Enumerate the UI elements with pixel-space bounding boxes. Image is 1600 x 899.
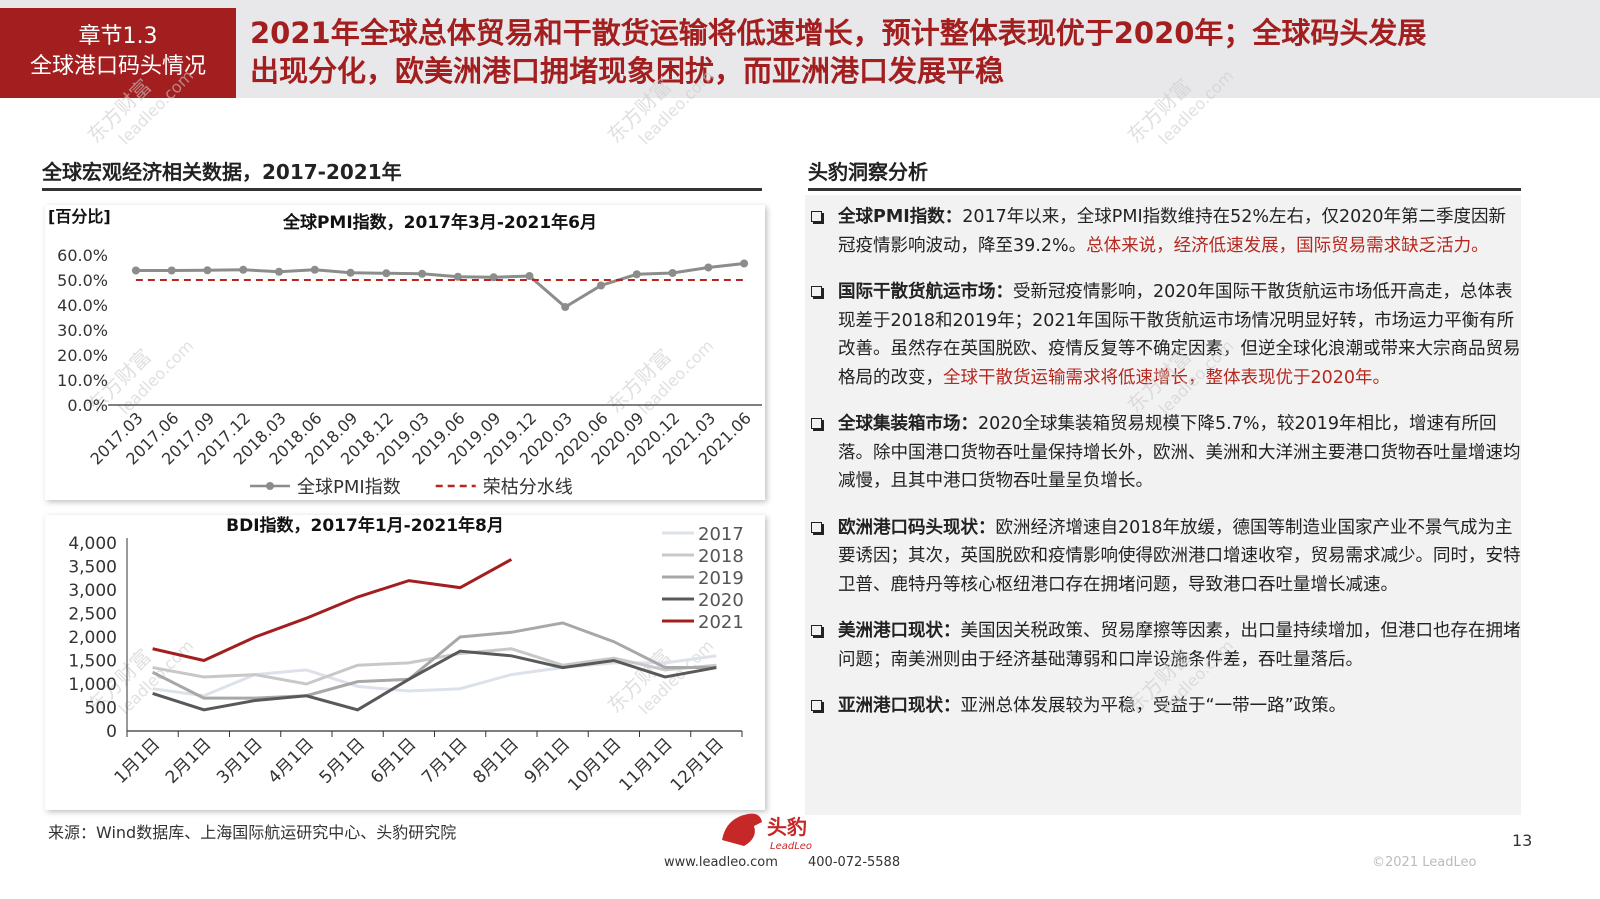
y-tick-label: 30.0% xyxy=(57,321,108,340)
y-tick-label: 20.0% xyxy=(57,346,108,365)
insight-item: 国际干散货航运市场：受新冠疫情影响，2020年国际干散货航运市场低开高走，总体表… xyxy=(808,278,1523,392)
chart-title: BDI指数，2017年1月-2021年8月 xyxy=(226,515,504,536)
slide-title: 2021年全球总体贸易和干散货运输将低速增长，预计整体表现优于2020年；全球码… xyxy=(250,14,1426,90)
insight-heading: 全球集装箱市场： xyxy=(838,414,978,434)
legend-label: 荣枯分水线 xyxy=(483,477,573,498)
y-tick-label: 50.0% xyxy=(57,271,108,290)
phone: 400-072-5588 xyxy=(808,855,900,870)
logo-en: LeadLeo xyxy=(770,841,812,852)
point-marker xyxy=(525,272,534,280)
insight-item: 全球集装箱市场：2020全球集装箱贸易规模下降5.7%，较2019年相比，增速有… xyxy=(808,410,1523,496)
header-bar xyxy=(0,0,1600,98)
source-note: 来源：Wind数据库、上海国际航运研究中心、头豹研究院 xyxy=(48,823,456,842)
point-marker xyxy=(382,269,391,278)
legend-label: 2019 xyxy=(698,568,744,589)
insight-panel xyxy=(805,195,1521,815)
point-marker xyxy=(668,269,677,277)
y-tick-label: 3,500 xyxy=(68,558,117,578)
insight-text: 受新冠疫情影响，2020年国际干散货航运市场低开高走，总体表现差于2018和20… xyxy=(838,282,1521,388)
point-marker xyxy=(131,266,140,275)
y-tick-label: 2,000 xyxy=(68,628,117,648)
point-marker xyxy=(740,259,749,268)
series-line xyxy=(135,262,745,309)
legend-label: 2017 xyxy=(698,524,744,545)
page-number: 13 xyxy=(1512,831,1532,850)
point-marker xyxy=(275,267,283,276)
chart-frame xyxy=(45,205,765,500)
insight-item: 欧洲港口码头现状：欧洲经济增速自2018年放缓，德国等制造业国家产业不景气成为主… xyxy=(808,514,1523,600)
insight-highlight: 总体来说，经济低速发展，国际贸易需求缺乏活力。 xyxy=(1086,235,1489,256)
logo-text: 头豹 xyxy=(767,815,807,839)
series-line xyxy=(151,621,717,700)
insight-text: 欧洲经济增速自2018年放缓，德国等制造业国家产业不景气成为主要诱因；其次，英国… xyxy=(838,517,1521,595)
insight-item: 亚洲港口现状：亚洲总体发展较为平稳，受益于“一带一路”政策。 xyxy=(808,692,1523,721)
left-title: 全球宏观经济相关数据，2017-2021年 xyxy=(42,160,402,184)
y-tick-label: 0 xyxy=(106,722,117,742)
insight-heading: 美洲港口现状： xyxy=(838,621,961,641)
legend-label: 2020 xyxy=(698,590,744,611)
section-box: 章节1.3 全球港口码头情况 xyxy=(0,8,236,98)
title-line: 2021年全球总体贸易和干散货运输将低速增长，预计整体表现优于2020年；全球码… xyxy=(250,16,1427,50)
section-name: 全球港口码头情况 xyxy=(29,54,206,79)
insight-item: 全球PMI指数：2017年以来，全球PMI指数维持在52%左右，仅2020年第二… xyxy=(808,203,1523,260)
y-tick-label: 4,000 xyxy=(68,534,117,554)
right-rule xyxy=(808,188,1521,191)
left-rule xyxy=(42,188,762,191)
series-line xyxy=(152,649,717,712)
legend-marker xyxy=(266,482,274,490)
point-marker xyxy=(704,263,713,272)
y-tick-label: 10.0% xyxy=(57,371,108,390)
website: www.leadleo.com xyxy=(664,855,778,870)
title-line: 出现分化，欧美洲港口拥堵现象困扰，而亚洲港口发展平稳 xyxy=(250,54,1005,88)
y-tick-label: 60.0% xyxy=(57,246,108,265)
y-tick-label: 3,000 xyxy=(68,581,117,601)
insight-highlight: 全球干散货运输需求将低速增长，整体表现优于2020年。 xyxy=(943,367,1391,388)
series-line xyxy=(152,558,513,663)
y-tick-label: 1,000 xyxy=(68,675,117,695)
y-tick-label: 500 xyxy=(85,699,117,719)
y-tick-label: 2,500 xyxy=(68,605,117,625)
section-number: 章节1.3 xyxy=(78,24,158,49)
insight-heading: 欧洲港口码头现状： xyxy=(838,517,996,538)
logo-icon xyxy=(722,813,762,846)
legend-label: 全球PMI指数 xyxy=(297,477,401,498)
y-tick-label: 0.0% xyxy=(67,396,108,415)
point-marker xyxy=(597,281,605,290)
right-title: 头豹洞察分析 xyxy=(808,160,928,184)
copyright: ©2021 LeadLeo xyxy=(1372,855,1476,870)
insight-item: 美洲港口现状：美国因关税政策、贸易摩擦等因素，出口量持续增加，但港口也存在拥堵问… xyxy=(808,617,1523,674)
point-marker xyxy=(632,270,641,279)
insight-heading: 全球PMI指数： xyxy=(838,207,963,227)
point-marker xyxy=(489,273,498,282)
point-marker xyxy=(203,266,212,275)
insight-text: 亚洲总体发展较为平稳，受益于“一带一路”政策。 xyxy=(960,696,1347,716)
legend-label: 2018 xyxy=(698,546,744,567)
insight-text: 美国因关税政策、贸易摩擦等因素，出口量持续增加，但港口也存在拥堵问题；南美洲则由… xyxy=(838,621,1521,670)
insight-heading: 国际干散货航运市场： xyxy=(838,282,1013,302)
point-marker xyxy=(167,266,176,275)
point-marker xyxy=(239,265,248,274)
insight-text: 2017年以来，全球PMI指数维持在52%左右，仅2020年第二季度因新冠疫情影… xyxy=(838,207,1507,256)
point-marker xyxy=(346,268,355,277)
insight-heading: 亚洲港口现状： xyxy=(838,696,961,716)
y-tick-label: 1,500 xyxy=(68,652,117,672)
y-axis-label: [百分比] xyxy=(48,207,111,226)
point-marker xyxy=(418,269,427,278)
insight-text: 2020全球集装箱贸易规模下降5.7%，较2019年相比，增速有所回落。除中国港… xyxy=(838,414,1521,491)
point-marker xyxy=(561,303,570,311)
insight-list: 全球PMI指数：2017年以来，全球PMI指数维持在52%左右，仅2020年第二… xyxy=(808,203,1523,739)
point-marker xyxy=(310,265,319,274)
y-tick-label: 40.0% xyxy=(57,296,108,315)
point-marker xyxy=(453,272,462,281)
legend-label: 2021 xyxy=(698,612,744,633)
chart-title: 全球PMI指数，2017年3月-2021年6月 xyxy=(282,212,597,233)
